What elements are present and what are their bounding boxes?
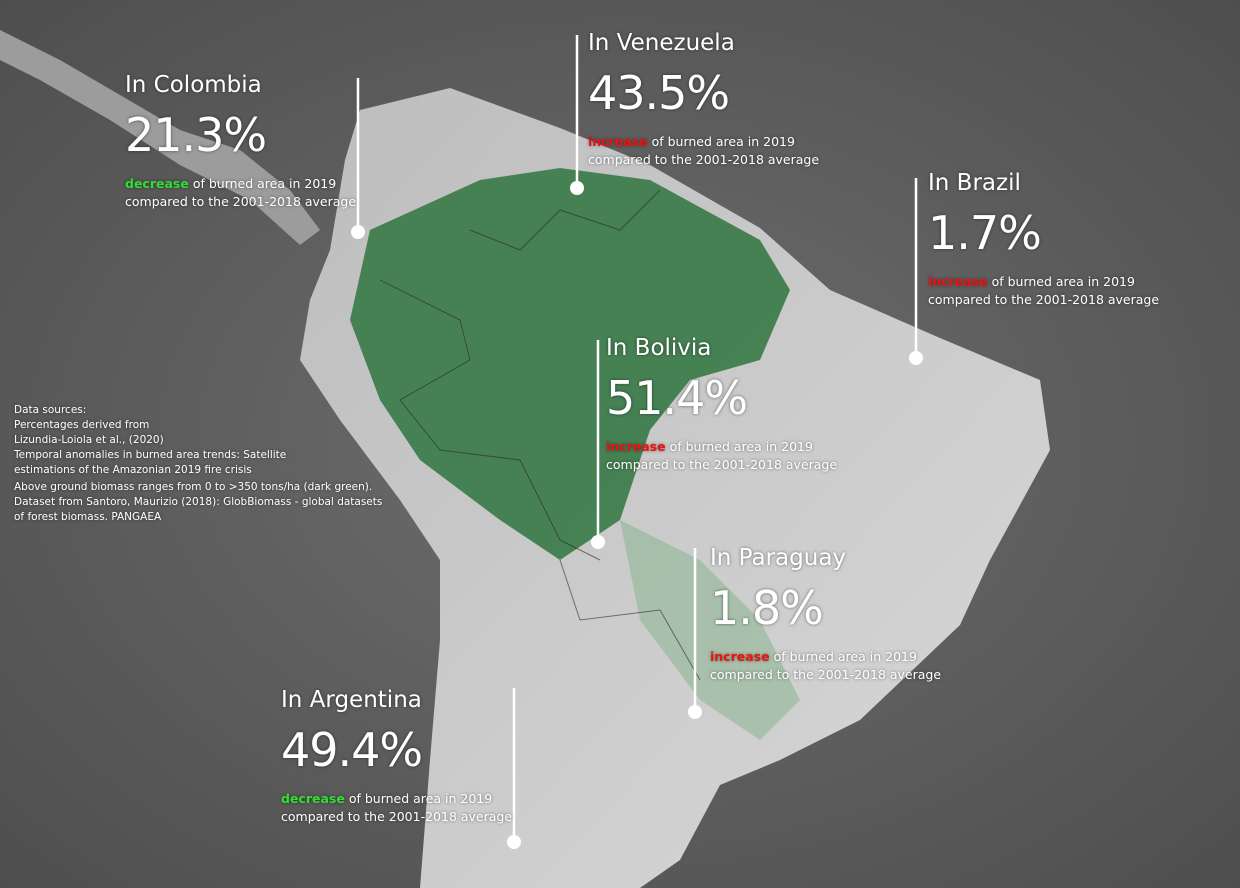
description-text: of burned area in 2019: [651, 134, 795, 149]
country-title: In Argentina: [281, 687, 422, 713]
pointer-dot: [909, 351, 923, 365]
change-word: increase: [606, 439, 666, 454]
source-line: Data sources:: [14, 404, 87, 416]
pointer-dot: [507, 835, 521, 849]
pointer-dot: [351, 225, 365, 239]
change-word: increase: [588, 134, 648, 149]
percentage: 49.4%: [281, 723, 423, 777]
pointer-dot: [570, 181, 584, 195]
change-word: decrease: [125, 176, 189, 191]
description-line: compared to the 2001-2018 average: [928, 292, 1160, 307]
source-line: estimations of the Amazonian 2019 fire c…: [14, 464, 252, 476]
description: decrease of burned area in 2019: [125, 176, 336, 191]
description-text: of burned area in 2019: [991, 274, 1135, 289]
source-line: Lizundia-Loiola et al., (2020): [14, 434, 164, 446]
pointer-dot: [591, 535, 605, 549]
source-line: of forest biomass. PANGAEA: [14, 511, 162, 523]
description: increase of burned area in 2019: [710, 649, 917, 664]
amazon-biomass: [350, 168, 790, 560]
description-line: compared to the 2001-2018 average: [588, 152, 820, 167]
pointer-dot: [688, 705, 702, 719]
description-line: compared to the 2001-2018 average: [710, 667, 942, 682]
description-line: compared to the 2001-2018 average: [281, 809, 513, 824]
border: [379, 279, 601, 561]
description-text: of burned area in 2019: [669, 439, 813, 454]
biomass-light: [620, 520, 800, 740]
border: [559, 559, 701, 681]
country-title: In Brazil: [928, 170, 1021, 196]
description-text: of burned area in 2019: [348, 791, 493, 806]
country-title: In Colombia: [125, 72, 262, 98]
central-america: [0, 30, 320, 245]
description-text: of burned area in 2019: [192, 176, 337, 191]
border: [469, 189, 661, 251]
description: increase of burned area in 2019: [588, 134, 795, 149]
source-line: Percentages derived from: [14, 419, 150, 431]
country-title: In Paraguay: [710, 545, 847, 571]
description-line: compared to the 2001-2018 average: [606, 457, 838, 472]
description-line: compared to the 2001-2018 average: [125, 194, 357, 209]
change-word: increase: [928, 274, 988, 289]
source-line: Above ground biomass ranges from 0 to >3…: [14, 481, 373, 493]
percentage: 51.4%: [606, 371, 748, 425]
change-word: increase: [710, 649, 770, 664]
description: decrease of burned area in 2019: [281, 791, 492, 806]
percentage: 43.5%: [588, 66, 730, 120]
country-title: In Bolivia: [606, 335, 712, 361]
country-title: In Venezuela: [588, 30, 735, 56]
source-line: Dataset from Santoro, Maurizio (2018): G…: [14, 496, 383, 508]
description: increase of burned area in 2019: [606, 439, 813, 454]
change-word: decrease: [281, 791, 345, 806]
description-text: of burned area in 2019: [773, 649, 917, 664]
borders: [379, 189, 701, 681]
source-line: Temporal anomalies in burned area trends…: [14, 449, 287, 461]
percentage: 1.7%: [928, 206, 1042, 260]
description: increase of burned area in 2019: [928, 274, 1135, 289]
percentage: 1.8%: [710, 581, 824, 635]
percentage: 21.3%: [125, 108, 267, 162]
